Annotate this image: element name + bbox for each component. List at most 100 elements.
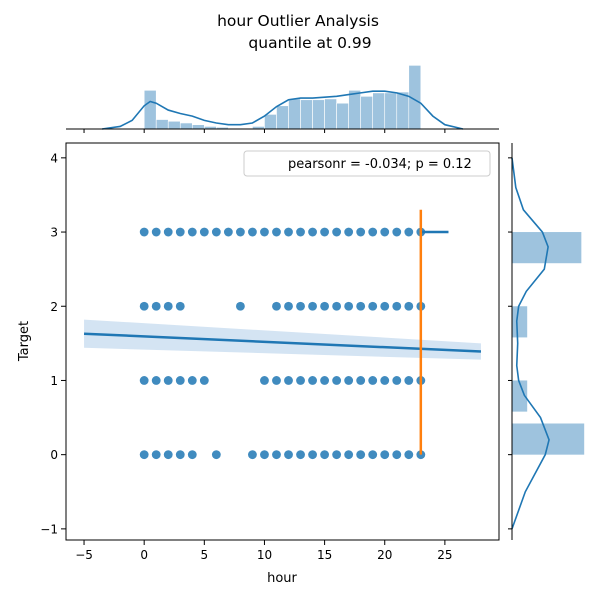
- plot-frame: [65, 142, 500, 541]
- x-hist-bar: [372, 92, 386, 130]
- scatter-point: [296, 227, 305, 237]
- scatter-point: [260, 450, 269, 460]
- x-hist-bar: [143, 90, 157, 130]
- x-hist-bar: [155, 119, 169, 130]
- legend: pearsonr = -0.034; p = 0.12: [243, 150, 491, 177]
- scatter-point: [248, 450, 257, 460]
- scatter-point: [284, 450, 293, 460]
- scatter-point: [296, 301, 305, 311]
- x-axis-label: hour: [267, 571, 297, 586]
- x-tick-label: 25: [437, 548, 452, 562]
- scatter-point: [236, 227, 245, 237]
- scatter-point: [296, 450, 305, 460]
- scatter-point: [175, 376, 185, 385]
- x-kde-curve: [101, 90, 464, 130]
- x-tick-label: 15: [317, 548, 332, 562]
- x-hist-bar: [396, 91, 410, 130]
- scatter-point: [272, 227, 281, 237]
- x-hist-bar: [360, 96, 374, 130]
- scatter-point: [320, 301, 329, 311]
- y-tick-label: 4: [50, 151, 58, 165]
- scatter-point: [187, 376, 197, 385]
- scatter-point: [211, 227, 221, 237]
- x-tick-label: −5: [75, 548, 93, 562]
- scatter-point: [272, 376, 281, 385]
- scatter-point: [320, 376, 329, 385]
- scatter-point: [211, 450, 221, 460]
- x-tick-label: 10: [257, 548, 272, 562]
- y-tick-label: 2: [50, 300, 58, 314]
- scatter-point: [284, 227, 293, 237]
- regression-line-path: [83, 332, 482, 353]
- scatter-point: [175, 301, 185, 311]
- x-hist-bar: [191, 124, 205, 130]
- scatter-point: [368, 227, 378, 237]
- scatter-point: [404, 450, 414, 460]
- x-hist-bar: [336, 102, 349, 130]
- y-tick-label: 3: [50, 226, 58, 240]
- y-hist-bar: [512, 306, 528, 338]
- scatter-point: [368, 301, 378, 311]
- scatter-point: [404, 376, 414, 385]
- scatter-point: [356, 450, 366, 460]
- scatter-point: [151, 301, 161, 311]
- scatter-point: [344, 376, 354, 385]
- scatter-point: [163, 227, 173, 237]
- scatter-point: [344, 227, 354, 237]
- scatter-point: [356, 301, 366, 311]
- scatter-point: [320, 450, 329, 460]
- scatter-point: [332, 376, 342, 385]
- scatter-point: [223, 227, 233, 237]
- scatter-point: [392, 227, 402, 237]
- scatter-point: [344, 450, 354, 460]
- scatter-point: [236, 301, 245, 311]
- scatter-point: [380, 450, 390, 460]
- scatter-point: [392, 376, 402, 385]
- scatter-point: [139, 450, 149, 460]
- scatter-point: [139, 376, 149, 385]
- y-tick-label: −1: [40, 522, 58, 536]
- scatter-point: [284, 376, 293, 385]
- title-line-1: hour Outlier Analysis: [217, 12, 379, 30]
- scatter-point: [368, 450, 378, 460]
- scatter-point: [248, 227, 257, 237]
- scatter-points: [139, 227, 449, 460]
- scatter-point: [272, 450, 281, 460]
- scatter-point: [139, 227, 149, 237]
- y-kde-curve: [511, 157, 550, 530]
- scatter-point: [332, 301, 342, 311]
- scatter-point: [320, 227, 329, 237]
- x-tick-label: 5: [200, 548, 208, 562]
- scatter-point: [151, 450, 161, 460]
- scatter-point: [199, 376, 209, 385]
- scatter-point: [356, 376, 366, 385]
- scatter-point: [380, 376, 390, 385]
- scatter-point: [332, 227, 342, 237]
- scatter-point: [344, 301, 354, 311]
- scatter-plot: −5 0 5 10 15 20 25 −1 0 1 2 3 4 hour Target pearson…: [17, 142, 500, 586]
- scatter-point: [308, 301, 317, 311]
- scatter-point: [392, 450, 402, 460]
- x-axis-ticks: −5 0 5 10 15 20 25: [75, 540, 453, 562]
- scatter-point: [308, 450, 317, 460]
- scatter-point: [272, 301, 281, 311]
- x-hist-bar: [288, 98, 301, 130]
- x-hist-bar: [276, 105, 289, 130]
- scatter-point: [260, 227, 269, 237]
- scatter-point: [260, 376, 269, 385]
- scatter-point: [380, 227, 390, 237]
- scatter-point: [368, 376, 378, 385]
- marginal-x-histogram: [66, 65, 499, 133]
- scatter-point: [308, 227, 317, 237]
- confidence-band: [84, 319, 481, 360]
- legend-box: [243, 150, 491, 177]
- scatter-point: [392, 301, 402, 311]
- scatter-point: [187, 227, 197, 237]
- x-hist-bar: [179, 122, 193, 130]
- y-axis-ticks: −1 0 1 2 3 4: [40, 151, 66, 536]
- marginal-y-histogram: [508, 143, 585, 540]
- y-tick-label: 0: [50, 448, 58, 462]
- scatter-point: [163, 450, 173, 460]
- x-hist-bar: [348, 90, 361, 130]
